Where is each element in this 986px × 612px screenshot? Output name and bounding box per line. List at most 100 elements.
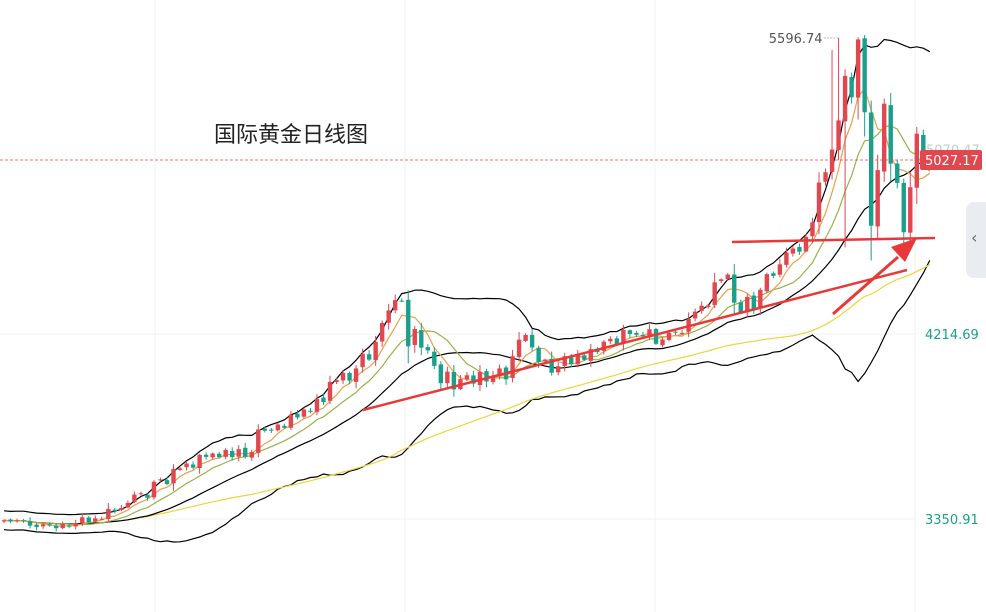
ma60-line bbox=[3, 264, 931, 525]
candle-body bbox=[34, 524, 39, 528]
candle-body bbox=[67, 525, 72, 527]
candle bbox=[660, 337, 665, 348]
candle bbox=[295, 410, 300, 420]
candle-body bbox=[393, 300, 398, 311]
candle-body bbox=[484, 371, 489, 382]
candle-body bbox=[921, 134, 926, 153]
support-line-horizontal bbox=[731, 236, 936, 244]
candle bbox=[321, 394, 326, 405]
candle bbox=[725, 272, 730, 281]
candle bbox=[503, 365, 509, 385]
candle-body bbox=[712, 282, 717, 305]
candle bbox=[230, 447, 235, 461]
candle-body bbox=[862, 38, 867, 113]
candle-body bbox=[764, 274, 770, 292]
candle-body bbox=[868, 112, 874, 226]
candle bbox=[797, 243, 802, 255]
candle bbox=[138, 491, 144, 496]
candle-body bbox=[562, 356, 567, 366]
candle-body bbox=[914, 133, 919, 188]
candle-body bbox=[8, 519, 13, 522]
candle bbox=[360, 348, 365, 373]
bollinger-bands bbox=[3, 38, 931, 543]
candle bbox=[236, 445, 241, 462]
candle-body bbox=[823, 172, 828, 182]
candle-body bbox=[751, 295, 756, 310]
candle-body bbox=[549, 358, 554, 373]
candle bbox=[908, 172, 913, 251]
candle-body bbox=[438, 364, 444, 384]
candle-body bbox=[660, 339, 665, 346]
ma10-line bbox=[3, 125, 931, 526]
candle-body bbox=[334, 379, 339, 382]
ma5-line bbox=[3, 87, 931, 527]
candle bbox=[438, 361, 444, 392]
candle bbox=[888, 92, 893, 182]
candle-body bbox=[582, 355, 587, 360]
candle-body bbox=[210, 453, 215, 458]
candle bbox=[327, 375, 333, 405]
candle-body bbox=[21, 520, 26, 522]
candle bbox=[588, 343, 593, 367]
candle bbox=[445, 366, 450, 389]
candle bbox=[379, 320, 385, 347]
candle-body bbox=[171, 468, 176, 484]
candle bbox=[836, 37, 841, 161]
candle-body bbox=[601, 341, 607, 351]
candle bbox=[425, 344, 430, 354]
candle-body bbox=[177, 468, 183, 470]
candle bbox=[301, 407, 307, 419]
candle bbox=[106, 503, 111, 523]
candle bbox=[895, 159, 900, 189]
candle bbox=[386, 304, 391, 330]
candle bbox=[164, 476, 170, 486]
candle bbox=[373, 335, 378, 366]
candle bbox=[699, 301, 704, 314]
candle-body bbox=[849, 77, 854, 98]
candle-body bbox=[412, 329, 417, 345]
candle-body bbox=[360, 353, 365, 368]
candle-body bbox=[1, 520, 7, 522]
candle bbox=[197, 453, 202, 474]
chevron-left-icon: ‹ bbox=[971, 228, 978, 247]
candle-body bbox=[145, 494, 150, 498]
candle bbox=[86, 516, 91, 524]
candle bbox=[477, 365, 483, 392]
candle-body bbox=[80, 517, 85, 523]
candle-body bbox=[425, 347, 430, 351]
grid bbox=[0, 0, 916, 612]
candle-body bbox=[99, 518, 104, 520]
candle-body bbox=[490, 375, 496, 382]
candle-body bbox=[432, 351, 437, 366]
candle-body bbox=[797, 246, 802, 252]
panel-collapse-tab[interactable]: ‹ bbox=[966, 202, 986, 278]
candle-body bbox=[275, 424, 281, 431]
candle bbox=[549, 351, 554, 376]
candle-body bbox=[705, 305, 711, 307]
candle-body bbox=[901, 182, 906, 233]
candle bbox=[269, 427, 274, 433]
candle-body bbox=[745, 296, 750, 313]
candle-body bbox=[569, 357, 574, 365]
candle-body bbox=[197, 454, 202, 469]
candle-body bbox=[908, 187, 913, 233]
candle-body bbox=[803, 236, 809, 252]
candle bbox=[262, 426, 267, 433]
candle bbox=[829, 50, 835, 180]
candle bbox=[288, 410, 294, 431]
candle bbox=[132, 491, 137, 504]
candle bbox=[653, 327, 659, 345]
candle bbox=[432, 347, 437, 369]
candle bbox=[406, 290, 411, 364]
candle bbox=[119, 504, 124, 512]
candle bbox=[451, 364, 457, 397]
candle-body bbox=[445, 371, 450, 384]
candle bbox=[745, 293, 750, 317]
candle-body bbox=[575, 355, 580, 365]
candle bbox=[34, 522, 39, 531]
candle-body bbox=[471, 375, 476, 384]
candle bbox=[93, 515, 98, 523]
candle-body bbox=[379, 323, 385, 342]
candle bbox=[556, 362, 561, 376]
